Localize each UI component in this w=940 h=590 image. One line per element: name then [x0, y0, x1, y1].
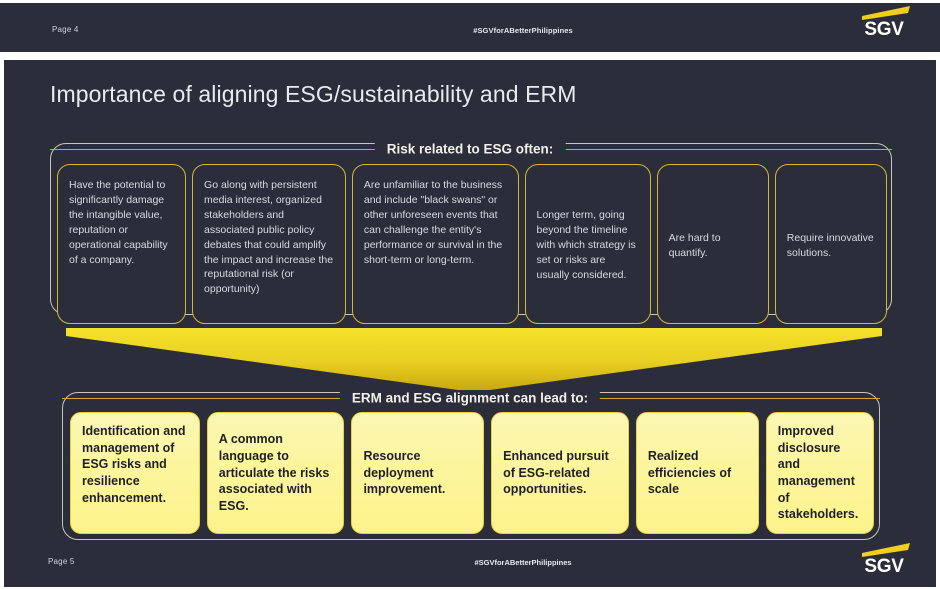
risk-card: Are hard to quantify.: [656, 164, 769, 324]
sgv-logo-header: SGV: [856, 6, 912, 46]
benefit-card: Realized efficiencies of scale: [635, 412, 759, 534]
benefit-card-text: Improved disclosure and management of st…: [777, 424, 859, 522]
benefit-card: Identification and management of ESG ris…: [70, 412, 200, 534]
bottom-group-heading: ERM and ESG alignment can lead to:: [339, 390, 601, 406]
funnel-arrow-icon: [66, 328, 882, 390]
sgv-logo-footer: SGV: [856, 543, 912, 583]
risk-card: Are unfamiliar to the business and inclu…: [351, 164, 519, 324]
risk-card-text: Are hard to quantify.: [668, 231, 721, 259]
sgv-logo-wedge-icon: [862, 543, 910, 557]
sgv-logo-wedge-icon: [862, 6, 910, 20]
benefit-card: Enhanced pursuit of ESG-related opportun…: [491, 412, 629, 534]
benefit-card: A common language to articulate the risk…: [206, 412, 345, 534]
top-group-heading: Risk related to ESG often:: [374, 141, 566, 157]
risk-card-text: Require innovative solutions.: [786, 231, 874, 259]
benefit-card-text: A common language to articulate the risk…: [218, 432, 330, 513]
benefit-card-row: Identification and management of ESG ris…: [70, 412, 874, 534]
sgv-logo-text-header: SGV: [864, 19, 904, 40]
risk-card: Go along with persistent media interest,…: [192, 164, 346, 324]
risk-card: Have the potential to significantly dama…: [57, 164, 187, 324]
slide-header-bar: Page 4 #SGVforABetterPhilippines: [0, 0, 940, 52]
header-hashtag: #SGVforABetterPhilippines: [473, 26, 573, 35]
risk-card-text: Go along with persistent media interest,…: [204, 179, 334, 296]
benefit-card-text: Realized efficiencies of scale: [647, 449, 732, 497]
risk-card-row: Have the potential to significantly dama…: [57, 164, 887, 324]
benefit-card: Improved disclosure and management of st…: [765, 412, 874, 534]
slide-body: Importance of aligning ESG/sustainabilit…: [0, 57, 940, 590]
benefit-card: Resource deployment improvement.: [351, 412, 485, 534]
footer-hashtag: #SGVforABetterPhilippines: [474, 558, 572, 567]
header-page-number: Page 4: [52, 25, 79, 34]
benefit-card-text: Enhanced pursuit of ESG-related opportun…: [503, 449, 609, 497]
risk-card: Longer term, going beyond the timeline w…: [524, 164, 651, 324]
risk-card-text: Have the potential to significantly dama…: [69, 179, 168, 266]
benefit-card-text: Resource deployment improvement.: [363, 449, 446, 497]
risk-card: Require innovative solutions.: [774, 164, 887, 324]
footer-page-number: Page 5: [48, 557, 75, 566]
risk-card-text: Longer term, going beyond the timeline w…: [536, 209, 636, 281]
benefit-card-text: Identification and management of ESG ris…: [82, 424, 186, 505]
risk-card-text: Are unfamiliar to the business and inclu…: [363, 179, 503, 266]
sgv-logo-text-footer: SGV: [864, 556, 904, 577]
slide-title: Importance of aligning ESG/sustainabilit…: [50, 81, 577, 107]
